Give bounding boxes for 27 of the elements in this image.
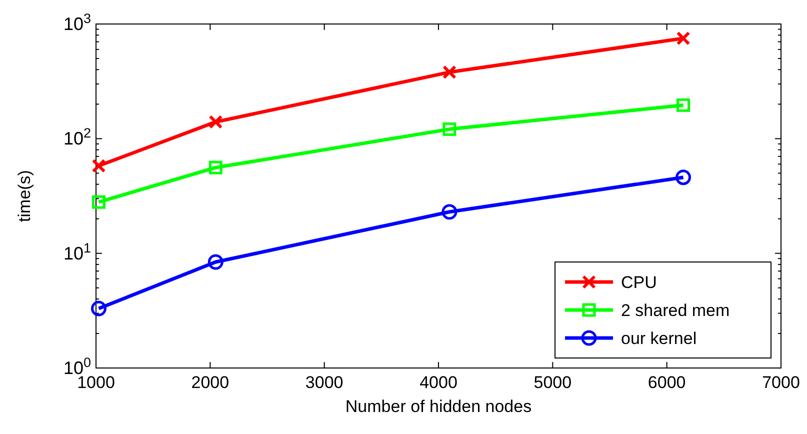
legend-label: CPU bbox=[621, 273, 657, 292]
x-axis-title: Number of hidden nodes bbox=[345, 397, 532, 416]
y-tick-label: 10$^{2}$ bbox=[63, 125, 91, 149]
point bbox=[442, 122, 456, 136]
x-tick-label: 3000 bbox=[305, 373, 344, 392]
point bbox=[92, 195, 106, 209]
point bbox=[208, 114, 223, 129]
x-tick-label: 7000 bbox=[762, 373, 800, 392]
point bbox=[676, 98, 690, 112]
point bbox=[92, 158, 106, 173]
legend-label: 2 shared mem bbox=[621, 301, 730, 320]
x-tick-label: 5000 bbox=[534, 373, 572, 392]
x-tick-label: 4000 bbox=[420, 373, 458, 392]
point bbox=[676, 170, 692, 186]
x-tick-label: 1000 bbox=[77, 373, 115, 392]
point bbox=[208, 254, 224, 270]
x-tick-label: 2000 bbox=[191, 373, 230, 392]
point bbox=[442, 204, 458, 220]
point bbox=[442, 65, 456, 80]
y-axis-title: time(s) bbox=[15, 170, 34, 222]
y-tick-label: 10$^{3}$ bbox=[63, 10, 91, 34]
legend-label: our kernel bbox=[621, 329, 697, 348]
point bbox=[676, 31, 690, 46]
y-tick-label: 10$^{1}$ bbox=[63, 240, 91, 264]
point bbox=[90, 300, 106, 316]
x-tick-label: 6000 bbox=[648, 373, 686, 392]
point bbox=[208, 160, 222, 174]
